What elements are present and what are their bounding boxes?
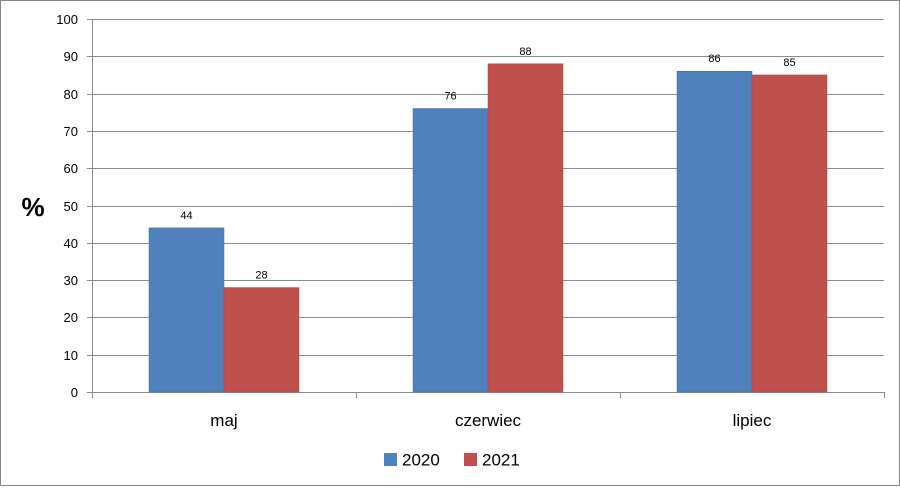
y-tick-label: 30 (64, 273, 78, 288)
bar-2021-maj (223, 287, 300, 393)
bars (148, 63, 828, 393)
y-tick-label: 50 (64, 199, 78, 214)
data-label: 76 (444, 91, 456, 103)
bar-2020-lipiec (676, 70, 753, 393)
x-category-label: czerwiec (455, 411, 522, 430)
axes: 0 10 20 30 40 50 60 70 80 90 100 maj czerwiec lipiec (56, 12, 885, 430)
x-category-label: lipiec (733, 411, 772, 430)
y-tick-label: 100 (56, 12, 78, 27)
bar-2021-czerwiec (487, 63, 564, 393)
y-tick-label: 10 (64, 348, 78, 363)
y-tick-label: 20 (64, 310, 78, 325)
y-tick-label: 40 (64, 236, 78, 251)
y-tick-label: 80 (64, 87, 78, 102)
data-label: 28 (255, 270, 267, 282)
data-label: 86 (708, 53, 720, 65)
y-axis-title: % (21, 192, 44, 222)
data-label: 88 (519, 46, 531, 58)
legend-swatch-2020 (384, 453, 397, 466)
bar-2020-czerwiec (412, 108, 489, 393)
legend-swatch-2021 (464, 453, 477, 466)
bar-2020-maj (148, 227, 225, 393)
data-labels: 44 28 76 88 86 85 (180, 46, 795, 282)
y-tick-label: 70 (64, 124, 78, 139)
bar-2021-lipiec (751, 74, 828, 393)
y-tick-label: 90 (64, 49, 78, 64)
y-tick-label: 0 (71, 385, 78, 400)
x-category-label: maj (210, 411, 237, 430)
legend-label: 2020 (402, 451, 440, 470)
y-tick-label: 60 (64, 161, 78, 176)
data-label: 85 (783, 57, 795, 69)
legend: 2020 2021 (384, 451, 520, 470)
legend-label: 2021 (482, 451, 520, 470)
data-label: 44 (180, 210, 192, 222)
